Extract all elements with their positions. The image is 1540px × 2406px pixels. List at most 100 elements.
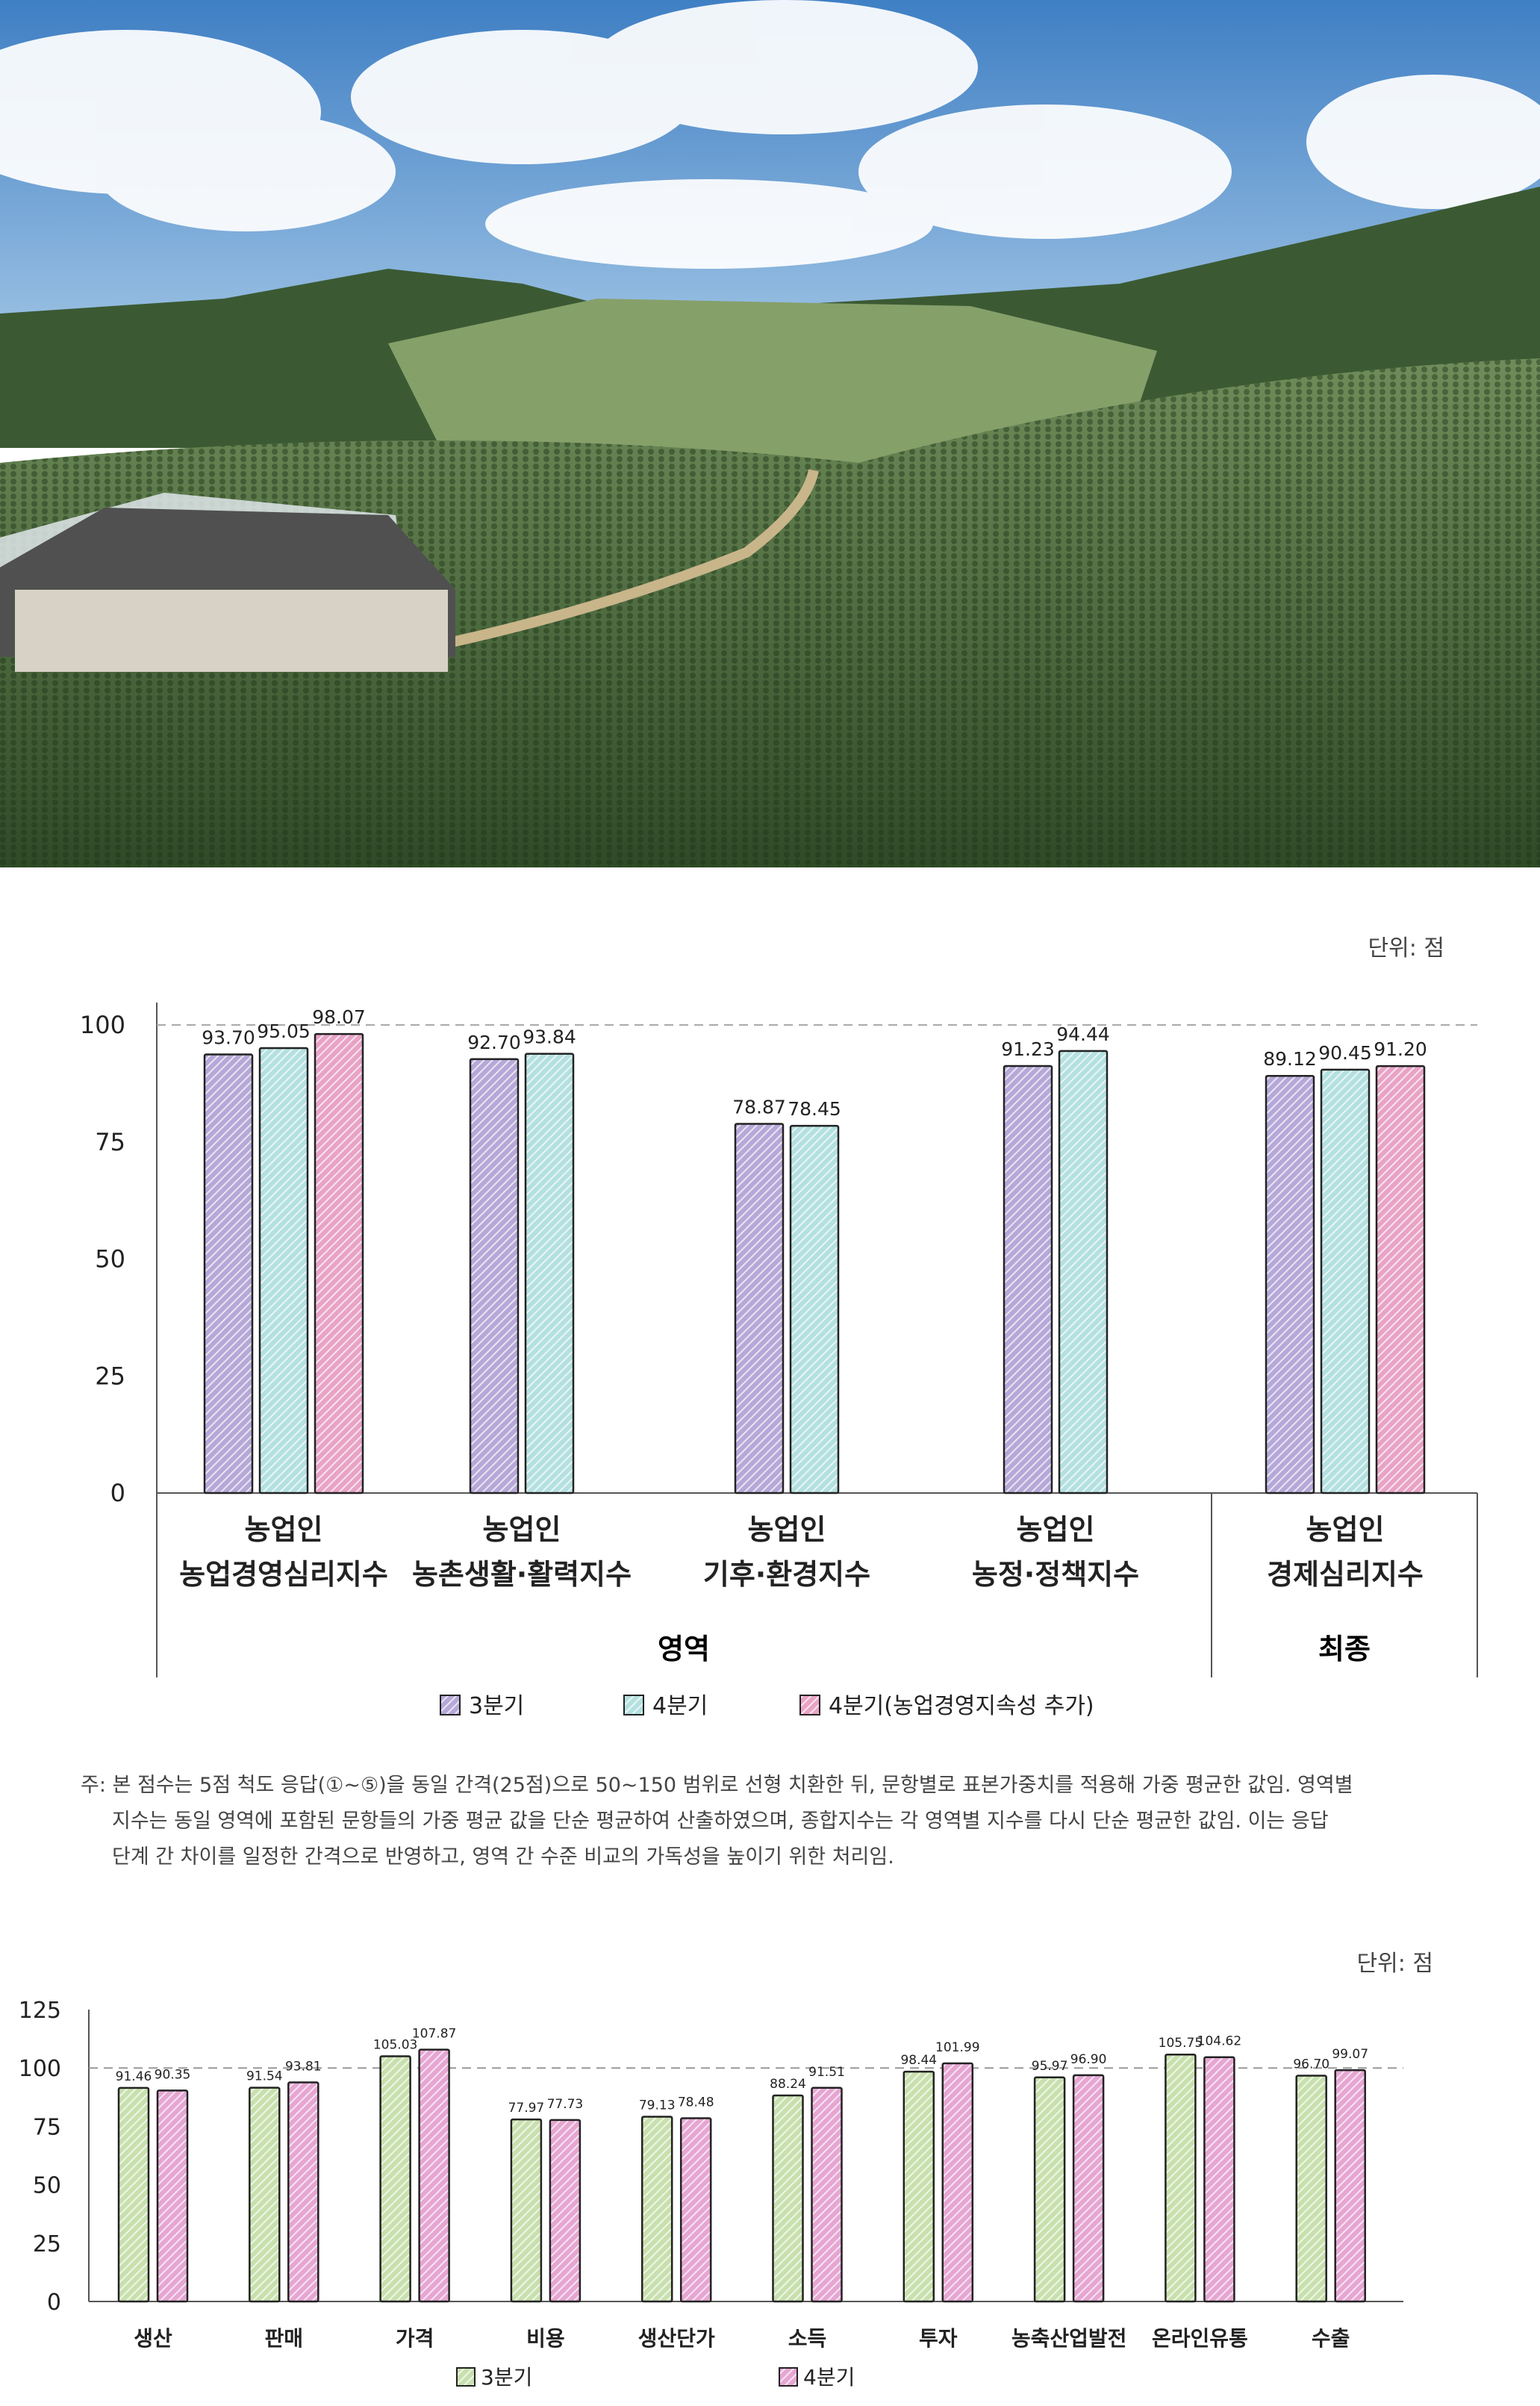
category-label: 생산단가 [638, 2326, 715, 2351]
data-label: 90.35 [155, 2067, 191, 2082]
category-label: 농업인 [483, 1513, 561, 1546]
data-label: 98.44 [900, 2053, 937, 2068]
data-label: 95.05 [257, 1020, 311, 1042]
data-label: 107.87 [412, 2027, 456, 2042]
category-label: 농업경영심리지수 [179, 1558, 388, 1591]
bar [679, 2117, 712, 2303]
data-label: 91.20 [1374, 1038, 1427, 1060]
unit-label: 단위: 점 [1368, 935, 1444, 962]
category-label: 가격 [396, 2326, 434, 2351]
y-tick-label: 100 [19, 2056, 61, 2082]
bar [640, 2116, 673, 2303]
bar [287, 2081, 319, 2303]
legend-label: 3분기 [481, 2365, 532, 2390]
y-tick-label: 75 [33, 2114, 61, 2140]
data-label: 105.03 [373, 2037, 417, 2052]
bar [203, 1053, 254, 1495]
data-label: 95.97 [1032, 2059, 1068, 2074]
category-label: 기후·환경지수 [703, 1558, 870, 1591]
y-tick-label: 0 [47, 2290, 61, 2316]
data-label: 78.48 [678, 2095, 714, 2110]
group-label: 영역 [658, 1633, 710, 1665]
category-label: 수출 [1312, 2326, 1350, 2351]
bar [1265, 1074, 1315, 1495]
item-index-bar-chart: 단위: 점 0 25 50 75 100 125 91.46 90.35 생산 91.5493.81… [19, 1951, 1433, 2390]
data-label: 91.54 [246, 2069, 283, 2084]
y-tick-label: 125 [19, 1998, 61, 2024]
category-label: 경제심리지수 [1267, 1558, 1424, 1591]
category-label: 소득 [788, 2326, 827, 2351]
data-label: 93.84 [523, 1026, 576, 1048]
category-label: 농업인 [1017, 1513, 1095, 1546]
category-label: 판매 [265, 2326, 304, 2351]
bar [510, 2118, 543, 2303]
data-label: 91.23 [1001, 1038, 1055, 1060]
y-tick-label: 25 [33, 2231, 61, 2257]
bar [1320, 1068, 1371, 1495]
data-label: 89.12 [1263, 1048, 1317, 1070]
data-label: 96.70 [1293, 2057, 1329, 2072]
bar [1003, 1065, 1053, 1495]
y-tick-label: 75 [95, 1128, 125, 1156]
bar [903, 2070, 935, 2303]
category-label: 생산 [134, 2326, 172, 2351]
data-label: 79.13 [639, 2098, 676, 2113]
legend-label: 4분기(농업경영지속성 추가) [829, 1693, 1094, 1719]
category-label: 투자 [919, 2326, 958, 2351]
bar [549, 2119, 582, 2303]
group-label: 최종 [1318, 1633, 1371, 1665]
category-label: 온라인유통 [1152, 2326, 1248, 2351]
data-label: 90.45 [1318, 1042, 1372, 1064]
bar [469, 1058, 520, 1495]
data-label: 94.44 [1056, 1023, 1110, 1045]
bar [117, 2086, 150, 2303]
legend-swatch [456, 2367, 476, 2387]
bar [789, 1124, 840, 1495]
bar [418, 2048, 450, 2303]
data-label: 91.46 [116, 2069, 152, 2084]
bar [1334, 2069, 1366, 2303]
bar [1072, 2074, 1105, 2303]
data-label: 93.70 [202, 1027, 255, 1049]
data-label: 91.51 [808, 2065, 845, 2080]
legend-swatch [623, 1695, 644, 1715]
category-label: 농축산업발전 [1011, 2326, 1127, 2351]
legend-label: 4분기 [652, 1693, 708, 1719]
data-label: 98.07 [312, 1006, 366, 1028]
bar [156, 2089, 189, 2303]
bar [1295, 2075, 1327, 2303]
legend-label: 3분기 [469, 1693, 524, 1719]
bar [772, 2094, 804, 2303]
data-label: 96.90 [1070, 2052, 1107, 2067]
footnote-line: 단계 간 차이를 일정한 간격으로 반영하고, 영역 간 수준 비교의 가독성을… [112, 1845, 894, 1869]
y-tick-label: 100 [80, 1011, 125, 1039]
bar [1375, 1065, 1426, 1495]
legend-swatch [440, 1695, 461, 1715]
bar [1058, 1050, 1109, 1495]
bar [1203, 2056, 1235, 2303]
unit-label: 단위: 점 [1357, 1951, 1433, 1977]
footnote-line: 주: 본 점수는 5점 척도 응답(①~⑤)을 동일 간격(25점)으로 50~… [81, 1774, 1353, 1797]
bar [314, 1032, 364, 1495]
data-label: 93.81 [285, 2060, 322, 2075]
data-label: 105.75 [1159, 2036, 1203, 2051]
bar [734, 1123, 785, 1495]
category-label: 농정·정책지수 [972, 1558, 1139, 1591]
data-label: 78.87 [732, 1096, 786, 1118]
data-label: 88.24 [770, 2077, 806, 2092]
category-label: 농업인 [1306, 1513, 1385, 1546]
bar [258, 1047, 309, 1495]
bar [1165, 2053, 1197, 2303]
data-label: 77.73 [547, 2097, 584, 2112]
bar [941, 2062, 974, 2303]
data-label: 101.99 [935, 2040, 979, 2055]
category-label: 농촌생활·활력지수 [412, 1558, 632, 1591]
data-label: 78.45 [788, 1098, 841, 1120]
landscape-photo [0, 0, 1540, 867]
legend-label: 4분기 [803, 2365, 855, 2390]
legend-swatch [779, 2367, 798, 2387]
y-tick-label: 50 [33, 2173, 61, 2199]
y-tick-label: 0 [110, 1479, 125, 1507]
chart-footnote: 주: 본 점수는 5점 척도 응답(①~⑤)을 동일 간격(25점)으로 50~… [81, 1768, 1499, 1875]
